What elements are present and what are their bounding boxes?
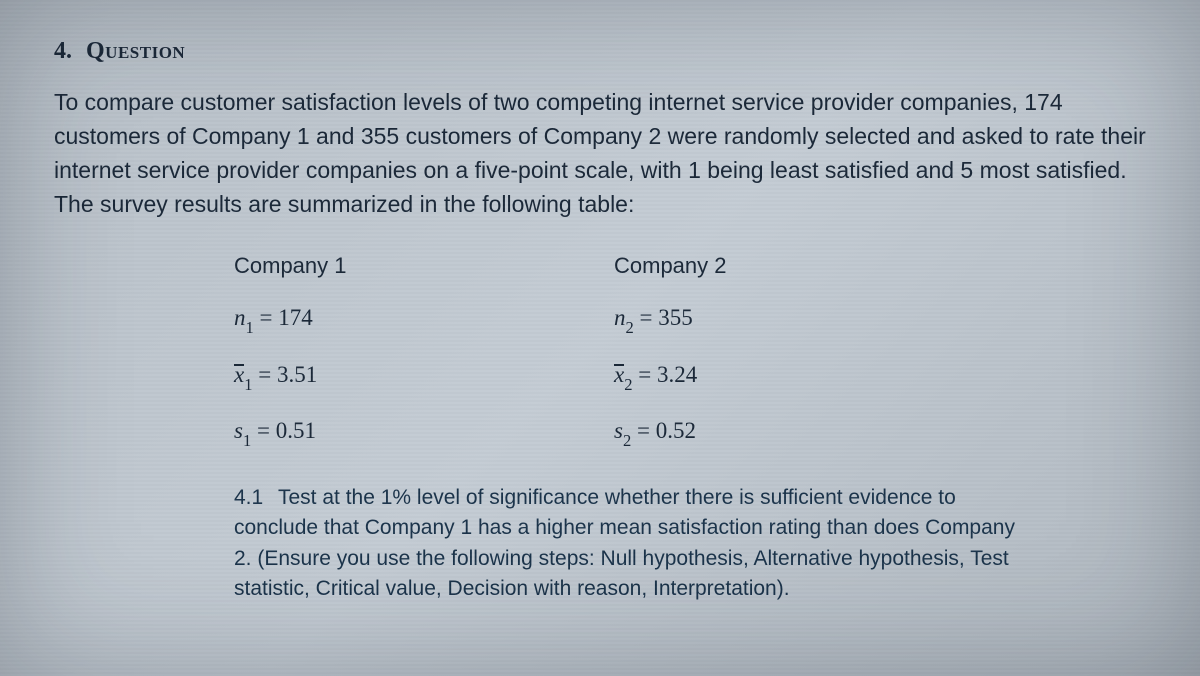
question-header: 4. Question <box>54 38 1146 65</box>
subquestion-number: 4.1 <box>234 483 278 513</box>
cell-s2: s2 = 0.52 <box>614 418 994 449</box>
question-intro: To compare customer satisfaction levels … <box>54 85 1146 221</box>
table-header-row: Company 1 Company 2 <box>234 253 1066 279</box>
n2-value: 355 <box>658 305 693 330</box>
cell-n2: n2 = 355 <box>614 305 994 336</box>
table-row-xbar: x1 = 3.51 x2 = 3.24 <box>234 362 1066 393</box>
table-row-n: n1 = 174 n2 = 355 <box>234 305 1066 336</box>
cell-xbar1: x1 = 3.51 <box>234 362 614 393</box>
s2-value: 0.52 <box>656 418 696 443</box>
table-row-s: s1 = 0.51 s2 = 0.52 <box>234 418 1066 449</box>
xbar1-value: 3.51 <box>277 362 317 387</box>
col-header-company2: Company 2 <box>614 253 994 279</box>
cell-s1: s1 = 0.51 <box>234 418 614 449</box>
subquestion-text: Test at the 1% level of significance whe… <box>234 486 1015 600</box>
cell-xbar2: x2 = 3.24 <box>614 362 994 393</box>
xbar2-value: 3.24 <box>657 362 697 387</box>
question-number: 4. <box>54 38 72 64</box>
data-table: Company 1 Company 2 n1 = 174 n2 = 355 x1… <box>234 253 1066 449</box>
question-label: Question <box>86 38 185 64</box>
question-page: 4. Question To compare customer satisfact… <box>0 0 1200 635</box>
n1-value: 174 <box>278 305 313 330</box>
subquestion: 4.1Test at the 1% level of significance … <box>234 483 1036 605</box>
cell-n1: n1 = 174 <box>234 305 614 336</box>
s1-value: 0.51 <box>276 418 316 443</box>
col-header-company1: Company 1 <box>234 253 614 279</box>
